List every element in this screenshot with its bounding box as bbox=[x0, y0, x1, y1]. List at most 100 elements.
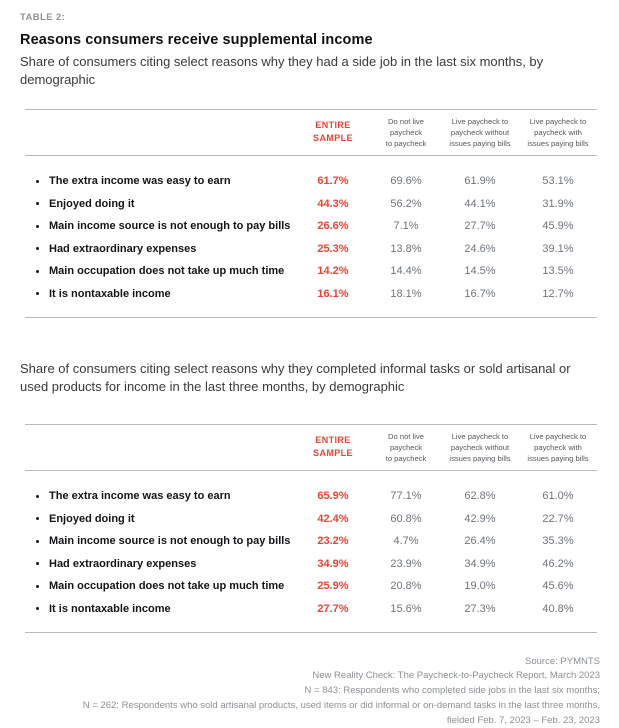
table2-header-row: ENTIRE SAMPLE Do not live paycheck to pa… bbox=[25, 423, 597, 471]
footer-source-line: Source: PYMNTS bbox=[525, 655, 600, 667]
value-paycheck-without-issues: 34.9% bbox=[464, 557, 496, 570]
value-paycheck-without-issues: 61.9% bbox=[464, 175, 496, 188]
row-label: It is nontaxable income bbox=[49, 287, 171, 300]
value-entire-sample: 23.2% bbox=[317, 535, 349, 547]
footer-n262-line: N = 262: Respondents who sold artisanal … bbox=[82, 699, 600, 711]
row-label: Main income source is not enough to pay … bbox=[49, 220, 291, 233]
value-paycheck-with-issues: 31.9% bbox=[542, 197, 574, 210]
value-paycheck-with-issues: 35.3% bbox=[542, 535, 574, 547]
value-paycheck-without-issues: 16.7% bbox=[464, 287, 496, 300]
value-paycheck-without-issues: 42.9% bbox=[464, 512, 496, 525]
value-paycheck-without-issues: 27.7% bbox=[464, 220, 496, 233]
row-label: Main occupation does not take up much ti… bbox=[49, 265, 285, 278]
value-not-paycheck: 15.6% bbox=[390, 602, 422, 615]
value-not-paycheck: 69.6% bbox=[390, 175, 422, 188]
table-row: Had extraordinary expenses 25.3% 13.8% 2… bbox=[25, 237, 597, 260]
table1-subtitle: Share of consumers citing select reasons… bbox=[20, 54, 544, 87]
column-header-entire-sample: ENTIRE SAMPLE bbox=[313, 120, 353, 144]
value-entire-sample: 34.9% bbox=[317, 557, 349, 570]
value-entire-sample: 42.4% bbox=[317, 512, 349, 525]
value-entire-sample: 26.6% bbox=[317, 220, 349, 233]
table-row: It is nontaxable income 16.1% 18.1% 16.7… bbox=[25, 282, 597, 305]
column-header-entire-sample: ENTIRE SAMPLE bbox=[313, 435, 353, 459]
row-label-cell: It is nontaxable income bbox=[25, 288, 295, 300]
value-not-paycheck: 7.1% bbox=[393, 220, 419, 233]
bullet-icon bbox=[36, 179, 39, 183]
table-number-label: TABLE 2: bbox=[20, 12, 66, 23]
bullet-icon bbox=[36, 539, 39, 543]
value-entire-sample: 44.3% bbox=[317, 197, 349, 210]
value-paycheck-with-issues: 45.6% bbox=[542, 580, 574, 592]
bullet-icon bbox=[36, 224, 39, 228]
table-row: Enjoyed doing it 44.3% 56.2% 44.1% 31.9% bbox=[25, 192, 597, 215]
row-label: The extra income was easy to earn bbox=[49, 490, 231, 502]
value-not-paycheck: 56.2% bbox=[390, 197, 422, 210]
row-label-cell: The extra income was easy to earn bbox=[25, 175, 295, 187]
value-not-paycheck: 23.9% bbox=[390, 557, 422, 570]
row-label-cell: The extra income was easy to earn bbox=[25, 490, 295, 502]
source-footnote: Source: PYMNTS New Reality Check: The Pa… bbox=[20, 655, 600, 728]
value-paycheck-with-issues: 53.1% bbox=[542, 175, 574, 188]
table2-body: The extra income was easy to earn 65.9% … bbox=[25, 471, 597, 633]
value-entire-sample: 61.7% bbox=[317, 175, 349, 188]
value-paycheck-with-issues: 39.1% bbox=[542, 242, 574, 255]
value-paycheck-with-issues: 61.0% bbox=[542, 490, 574, 502]
value-paycheck-with-issues: 45.9% bbox=[542, 220, 574, 233]
row-label-cell: Main occupation does not take up much ti… bbox=[25, 265, 295, 277]
value-entire-sample: 14.2% bbox=[317, 265, 349, 278]
row-label: Enjoyed doing it bbox=[49, 512, 135, 525]
row-label: Main occupation does not take up much ti… bbox=[49, 580, 285, 592]
value-not-paycheck: 4.7% bbox=[393, 535, 419, 547]
table-informal-tasks: ENTIRE SAMPLE Do not live paycheck to pa… bbox=[25, 423, 597, 633]
value-not-paycheck: 20.8% bbox=[390, 580, 422, 592]
value-paycheck-with-issues: 46.2% bbox=[542, 557, 574, 570]
value-paycheck-without-issues: 44.1% bbox=[464, 197, 496, 210]
row-label: It is nontaxable income bbox=[49, 602, 171, 615]
value-entire-sample: 16.1% bbox=[317, 287, 349, 300]
row-label-cell: Main income source is not enough to pay … bbox=[25, 535, 295, 547]
value-not-paycheck: 77.1% bbox=[390, 490, 422, 502]
column-header-not-paycheck: Do not live paycheck to paycheck bbox=[385, 431, 427, 463]
row-label-cell: Main occupation does not take up much ti… bbox=[25, 580, 295, 592]
value-paycheck-without-issues: 19.0% bbox=[464, 580, 496, 592]
footer-n843-line: N = 843: Respondents who completed side … bbox=[304, 685, 600, 697]
column-header-paycheck-without-issues: Live paycheck to paycheck without issues… bbox=[449, 116, 511, 148]
footer-report-line: New Reality Check: The Paycheck-to-Paych… bbox=[312, 670, 600, 682]
value-paycheck-without-issues: 14.5% bbox=[464, 265, 496, 278]
table-row: Main income source is not enough to pay … bbox=[25, 530, 597, 553]
value-entire-sample: 25.3% bbox=[317, 242, 349, 255]
table1-body: The extra income was easy to earn 61.7% … bbox=[25, 156, 597, 318]
table-row: Main occupation does not take up much ti… bbox=[25, 260, 597, 283]
row-label-cell: It is nontaxable income bbox=[25, 603, 295, 615]
row-label: Had extraordinary expenses bbox=[49, 242, 197, 255]
bullet-icon bbox=[36, 247, 39, 251]
row-label: The extra income was easy to earn bbox=[49, 175, 231, 188]
value-paycheck-with-issues: 13.5% bbox=[542, 265, 574, 278]
table-row: The extra income was easy to earn 65.9% … bbox=[25, 485, 597, 508]
bullet-icon bbox=[36, 607, 39, 610]
bullet-icon bbox=[36, 269, 39, 273]
value-not-paycheck: 14.4% bbox=[390, 265, 422, 278]
table-row: Main occupation does not take up much ti… bbox=[25, 575, 597, 598]
row-label: Main income source is not enough to pay … bbox=[49, 535, 291, 547]
row-label-cell: Enjoyed doing it bbox=[25, 198, 295, 210]
table2-subtitle: Share of consumers citing select reasons… bbox=[20, 360, 571, 394]
column-header-paycheck-with-issues: Live paycheck to paycheck with issues pa… bbox=[527, 116, 589, 148]
table-row: It is nontaxable income 27.7% 15.6% 27.3… bbox=[25, 597, 597, 620]
value-entire-sample: 27.7% bbox=[317, 602, 349, 615]
table1-header-row: ENTIRE SAMPLE Do not live paycheck to pa… bbox=[25, 108, 597, 156]
table-row: The extra income was easy to earn 61.7% … bbox=[25, 170, 597, 193]
value-entire-sample: 65.9% bbox=[317, 490, 349, 502]
value-not-paycheck: 60.8% bbox=[390, 512, 422, 525]
bullet-icon bbox=[36, 494, 39, 498]
row-label-cell: Had extraordinary expenses bbox=[25, 243, 295, 255]
bullet-icon bbox=[36, 292, 39, 296]
column-header-paycheck-without-issues: Live paycheck to paycheck without issues… bbox=[449, 431, 511, 463]
bullet-icon bbox=[36, 202, 39, 206]
value-paycheck-without-issues: 27.3% bbox=[464, 602, 496, 615]
table-row: Main income source is not enough to pay … bbox=[25, 215, 597, 238]
value-not-paycheck: 13.8% bbox=[390, 242, 422, 255]
value-paycheck-with-issues: 12.7% bbox=[542, 287, 574, 300]
value-not-paycheck: 18.1% bbox=[390, 287, 422, 300]
